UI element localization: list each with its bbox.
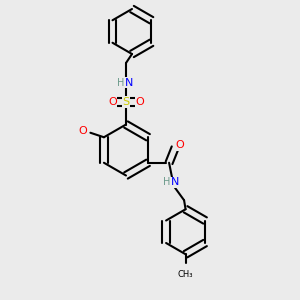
Text: H: H	[163, 177, 170, 187]
Text: O: O	[108, 97, 117, 107]
Text: S: S	[122, 97, 130, 107]
Text: H: H	[117, 77, 124, 88]
Text: O: O	[135, 97, 144, 107]
Text: O: O	[79, 126, 87, 136]
Text: N: N	[125, 77, 133, 88]
Text: O: O	[175, 140, 184, 150]
Text: N: N	[171, 177, 179, 187]
Text: CH₃: CH₃	[178, 270, 193, 279]
